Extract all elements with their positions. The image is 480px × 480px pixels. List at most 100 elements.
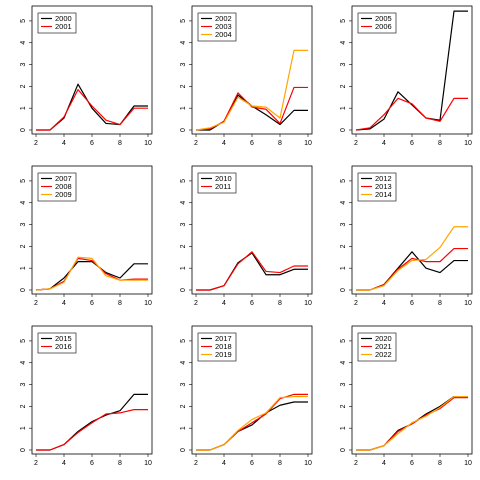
series-line-2005 <box>355 10 468 131</box>
series-line-2007 <box>35 261 148 291</box>
x-tick-label: 4 <box>382 140 386 147</box>
y-tick-label: 2 <box>20 404 27 408</box>
y-tick-label: 3 <box>20 222 27 226</box>
x-tick-label: 8 <box>278 140 282 147</box>
x-tick-label: 2 <box>34 300 38 307</box>
x-tick-label: 10 <box>464 460 472 467</box>
legend-label: 2019 <box>215 350 232 359</box>
x-tick-label: 6 <box>410 300 414 307</box>
x-tick-label: 10 <box>304 140 312 147</box>
y-tick-label: 5 <box>20 179 27 183</box>
legend-label: 2005 <box>375 14 392 23</box>
legend-label: 2009 <box>55 190 72 199</box>
legend-label: 2013 <box>375 182 392 191</box>
x-tick-label: 6 <box>410 460 414 467</box>
y-tick-label: 3 <box>180 382 187 386</box>
series-line-2016 <box>36 409 148 451</box>
y-tick-label: 1 <box>20 106 27 110</box>
y-tick-label: 4 <box>340 201 347 205</box>
x-tick-label: 10 <box>304 460 312 467</box>
series-line-2000 <box>36 83 148 131</box>
legend-label: 2015 <box>55 334 72 343</box>
y-tick-label: 5 <box>20 339 27 343</box>
y-tick-label: 5 <box>180 339 187 343</box>
x-tick-label: 4 <box>382 300 386 307</box>
x-tick-label: 2 <box>354 460 358 467</box>
y-tick-label: 1 <box>180 266 187 270</box>
y-tick-label: 5 <box>20 19 27 23</box>
legend-label: 2006 <box>375 22 392 31</box>
x-tick-label: 10 <box>144 140 152 147</box>
y-tick-label: 0 <box>20 448 27 452</box>
y-tick-label: 1 <box>180 106 187 110</box>
legend-label: 2004 <box>215 30 232 39</box>
x-tick-label: 2 <box>34 140 38 147</box>
series-line-2021 <box>356 397 468 451</box>
legend-label: 2011 <box>215 182 231 191</box>
x-tick-label: 2 <box>34 460 38 467</box>
y-tick-label: 0 <box>20 128 27 132</box>
y-tick-label: 2 <box>340 244 347 248</box>
y-tick-label: 4 <box>340 361 347 365</box>
y-tick-label: 1 <box>20 266 27 270</box>
y-tick-label: 0 <box>340 448 347 452</box>
x-tick-label: 6 <box>250 460 254 467</box>
y-tick-label: 4 <box>20 41 27 45</box>
y-tick-label: 4 <box>180 41 187 45</box>
x-tick-label: 10 <box>464 300 472 307</box>
x-tick-label: 6 <box>90 460 94 467</box>
x-tick-label: 10 <box>304 300 312 307</box>
y-tick-label: 3 <box>180 62 187 66</box>
series-line-2010 <box>196 252 308 291</box>
series-line-2003 <box>195 86 308 131</box>
y-tick-label: 4 <box>20 201 27 205</box>
y-tick-label: 0 <box>340 288 347 292</box>
x-tick-label: 4 <box>222 300 226 307</box>
legend-label: 2021 <box>375 342 392 351</box>
series-line-2013 <box>356 247 468 291</box>
x-tick-label: 6 <box>90 140 94 147</box>
x-tick-label: 2 <box>194 300 198 307</box>
x-tick-label: 8 <box>438 300 442 307</box>
y-tick-label: 4 <box>340 41 347 45</box>
y-tick-label: 1 <box>340 266 347 270</box>
x-tick-label: 8 <box>118 300 122 307</box>
y-tick-label: 2 <box>20 244 27 248</box>
series-line-2008 <box>35 257 148 291</box>
x-tick-label: 6 <box>410 140 414 147</box>
legend-label: 2016 <box>55 342 72 351</box>
y-tick-label: 4 <box>180 361 187 365</box>
x-tick-label: 8 <box>278 460 282 467</box>
x-tick-label: 4 <box>62 140 66 147</box>
legend-label: 2020 <box>375 334 392 343</box>
y-tick-label: 2 <box>20 84 27 88</box>
x-tick-label: 4 <box>62 460 66 467</box>
x-tick-label: 2 <box>194 140 198 147</box>
legend-label: 2003 <box>215 22 232 31</box>
x-tick-label: 2 <box>354 300 358 307</box>
legend-label: 2018 <box>215 342 232 351</box>
y-tick-label: 5 <box>340 339 347 343</box>
legend-label: 2001 <box>55 22 72 31</box>
y-tick-label: 3 <box>340 382 347 386</box>
legend-label: 2017 <box>215 334 232 343</box>
series-line-2014 <box>356 226 468 291</box>
legend-label: 2022 <box>375 350 392 359</box>
x-tick-label: 6 <box>90 300 94 307</box>
series-line-2022 <box>356 395 468 451</box>
y-tick-label: 3 <box>340 222 347 226</box>
y-tick-label: 3 <box>20 382 27 386</box>
series-line-2002 <box>196 94 308 131</box>
x-tick-label: 8 <box>118 140 122 147</box>
y-tick-label: 5 <box>180 19 187 23</box>
legend-label: 2012 <box>375 174 392 183</box>
x-tick-label: 4 <box>222 460 226 467</box>
y-tick-label: 0 <box>20 288 27 292</box>
y-tick-label: 4 <box>20 361 27 365</box>
